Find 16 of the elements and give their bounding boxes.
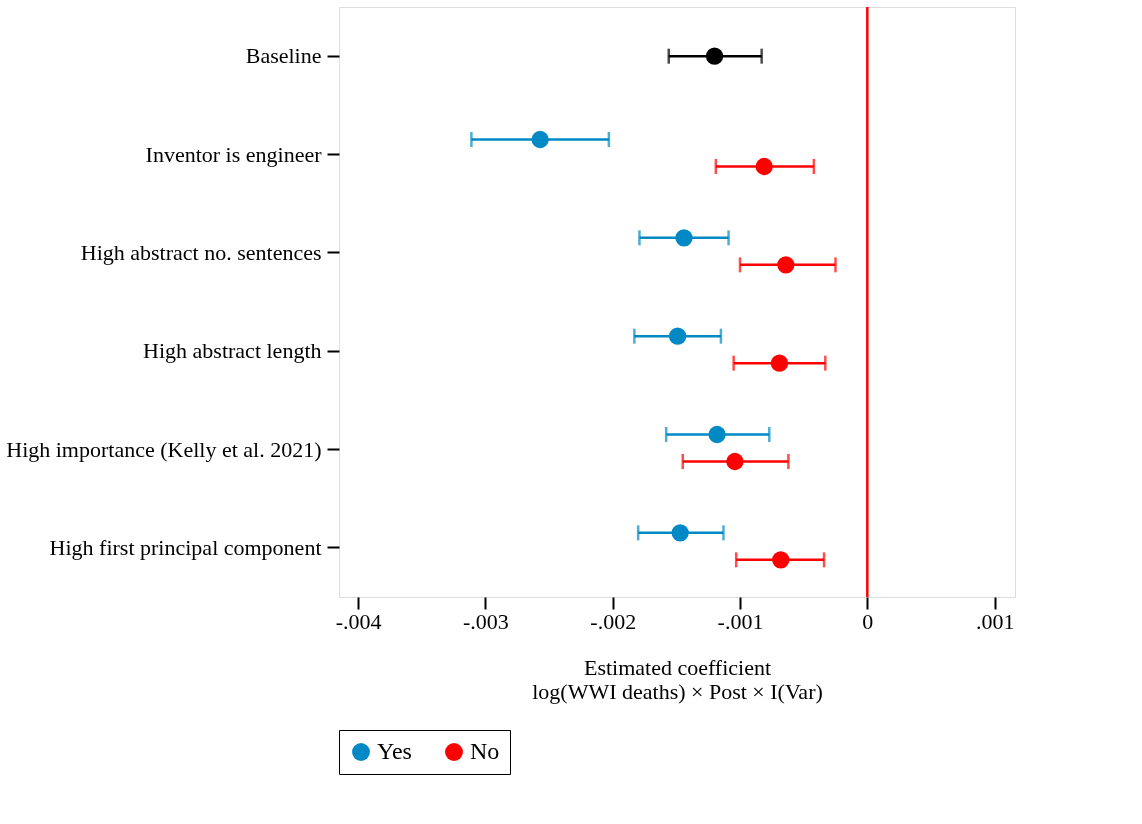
text: log(WWI deaths) × Post × I(Var)	[532, 678, 823, 704]
y-tick-label: High first principal component	[49, 534, 322, 560]
text: Estimated coefficient	[583, 654, 772, 680]
x-tick-label: 0	[862, 608, 874, 634]
y-tick-label: Baseline	[245, 43, 322, 69]
x-tick-label: -.004	[335, 608, 382, 634]
x-tick-label: -.001	[717, 608, 764, 634]
legend-label: Yes	[377, 738, 412, 764]
legend-label: No	[470, 738, 500, 764]
x-tick-label: -.003	[462, 608, 509, 634]
y-tick-label: High importance (Kelly et al. 2021)	[6, 436, 322, 462]
y-tick-label: High abstract no. sentences	[80, 239, 322, 265]
x-tick-label: -.002	[590, 608, 637, 634]
y-tick-label: Inventor is engineer	[145, 141, 323, 167]
y-tick-label: High abstract length	[143, 338, 322, 364]
x-tick-label: .001	[975, 608, 1015, 634]
